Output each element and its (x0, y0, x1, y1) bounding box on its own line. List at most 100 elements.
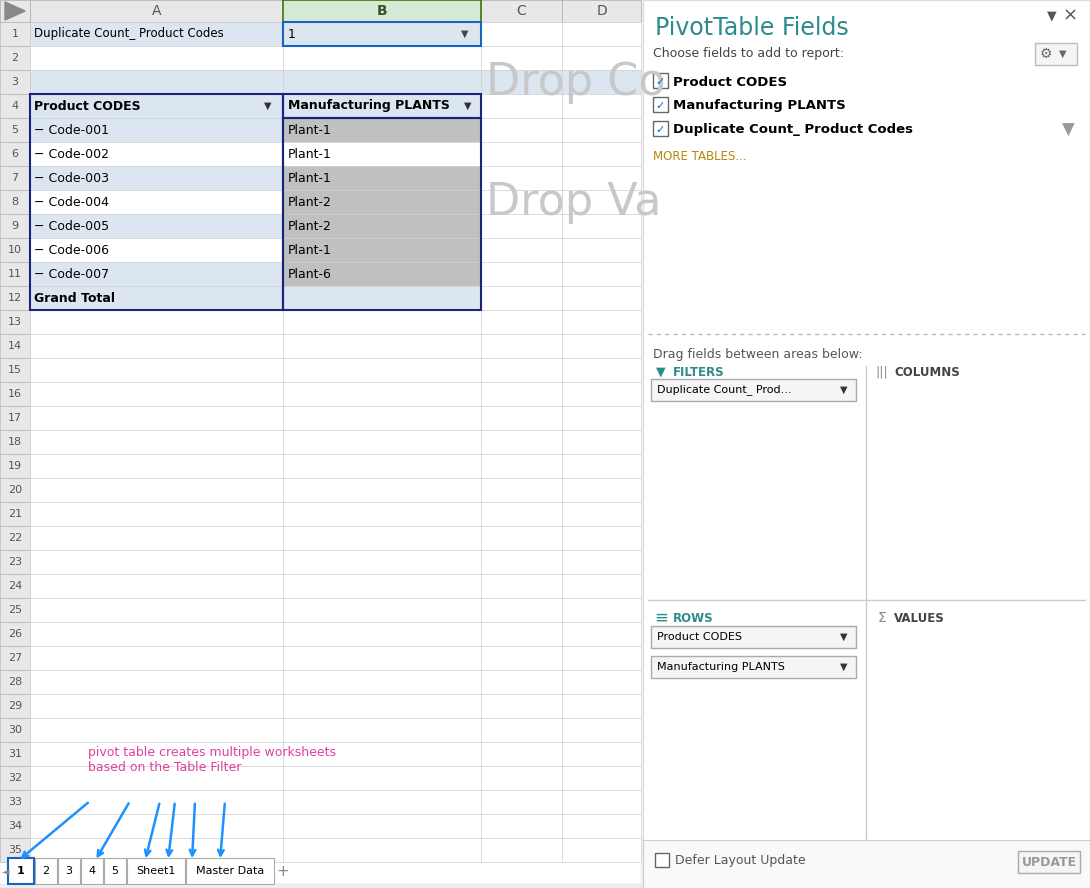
Bar (31, 502, 283, 526)
Text: 35: 35 (8, 845, 22, 855)
Bar (283, 646, 481, 670)
Text: 14: 14 (8, 341, 22, 351)
Bar (562, 310, 641, 334)
Bar (31, 310, 283, 334)
Bar (562, 430, 641, 454)
Bar (481, 358, 562, 382)
Bar (31, 406, 283, 430)
Bar (0, 550, 31, 574)
Bar (283, 694, 481, 718)
Bar (283, 286, 481, 310)
Text: Manufacturing PLANTS: Manufacturing PLANTS (673, 99, 846, 113)
Bar (283, 430, 481, 454)
Bar (481, 454, 562, 478)
Bar (562, 334, 641, 358)
Text: 18: 18 (8, 437, 22, 447)
Text: ▼: ▼ (656, 366, 666, 378)
Bar (562, 814, 641, 838)
Bar (283, 142, 481, 166)
Bar (562, 46, 641, 70)
Bar (562, 646, 641, 670)
Bar (562, 766, 641, 790)
Bar (481, 406, 562, 430)
Text: Drop Va: Drop Va (486, 180, 662, 224)
Text: 25: 25 (8, 605, 22, 615)
Text: Plant-6: Plant-6 (288, 267, 331, 281)
Bar (35, 858, 57, 884)
Bar (283, 190, 481, 214)
Bar (0, 262, 31, 286)
Bar (283, 790, 481, 814)
Bar (562, 142, 641, 166)
Bar (562, 406, 641, 430)
Bar (562, 382, 641, 406)
Bar (283, 454, 481, 478)
Bar (0, 718, 31, 742)
Bar (562, 190, 641, 214)
Bar (0, 598, 31, 622)
Bar (481, 622, 562, 646)
Bar (0, 646, 31, 670)
Text: VALUES: VALUES (894, 612, 945, 624)
Bar (0, 70, 31, 94)
Bar (562, 118, 641, 142)
Bar (283, 406, 481, 430)
Text: − Code-002: − Code-002 (34, 147, 109, 161)
Text: 30: 30 (8, 725, 22, 735)
Bar (562, 718, 641, 742)
Text: 2: 2 (43, 866, 49, 876)
Bar (562, 790, 641, 814)
Bar (0, 358, 31, 382)
Bar (655, 853, 669, 867)
Bar (0, 526, 31, 550)
Bar (283, 766, 481, 790)
Bar (651, 379, 856, 401)
Bar (283, 46, 481, 70)
Text: 11: 11 (8, 269, 22, 279)
Bar (651, 626, 856, 648)
Bar (481, 502, 562, 526)
Bar (31, 190, 283, 214)
Bar (0, 334, 31, 358)
Bar (0, 46, 31, 70)
Bar (31, 70, 283, 94)
Text: 26: 26 (8, 629, 22, 639)
Text: Manufacturing PLANTS: Manufacturing PLANTS (288, 99, 450, 113)
Bar (0, 670, 31, 694)
Bar (481, 70, 562, 94)
Bar (643, 840, 1090, 888)
Text: ▼: ▼ (840, 632, 848, 642)
Text: − Code-001: − Code-001 (34, 123, 109, 137)
Text: 12: 12 (8, 293, 22, 303)
Bar (31, 142, 283, 166)
Bar (283, 118, 481, 310)
Text: Duplicate Count_ Prod...: Duplicate Count_ Prod... (657, 385, 791, 395)
Text: C: C (517, 4, 526, 18)
Text: Duplicate Count_ Product Codes: Duplicate Count_ Product Codes (34, 28, 223, 41)
Text: 23: 23 (8, 557, 22, 567)
Bar (0, 238, 31, 262)
Text: 17: 17 (8, 413, 22, 423)
Text: ≡: ≡ (654, 609, 668, 627)
Bar (481, 646, 562, 670)
Bar (0, 166, 31, 190)
Bar (31, 718, 283, 742)
Text: − Code-004: − Code-004 (34, 195, 109, 209)
Bar (562, 550, 641, 574)
Bar (128, 858, 185, 884)
Bar (1018, 851, 1080, 873)
Text: Drag fields between areas below:: Drag fields between areas below: (653, 347, 862, 361)
Bar (0, 286, 31, 310)
Bar (283, 166, 481, 190)
Text: 2: 2 (11, 53, 19, 63)
Text: Sheet1: Sheet1 (136, 866, 175, 876)
Bar (31, 814, 283, 838)
Bar (481, 238, 562, 262)
Text: 24: 24 (8, 581, 22, 591)
Bar (481, 0, 562, 22)
Bar (31, 46, 283, 70)
Text: Plant-2: Plant-2 (288, 195, 331, 209)
Bar (0, 574, 31, 598)
Text: Master Data: Master Data (196, 866, 264, 876)
Text: 3: 3 (65, 866, 73, 876)
